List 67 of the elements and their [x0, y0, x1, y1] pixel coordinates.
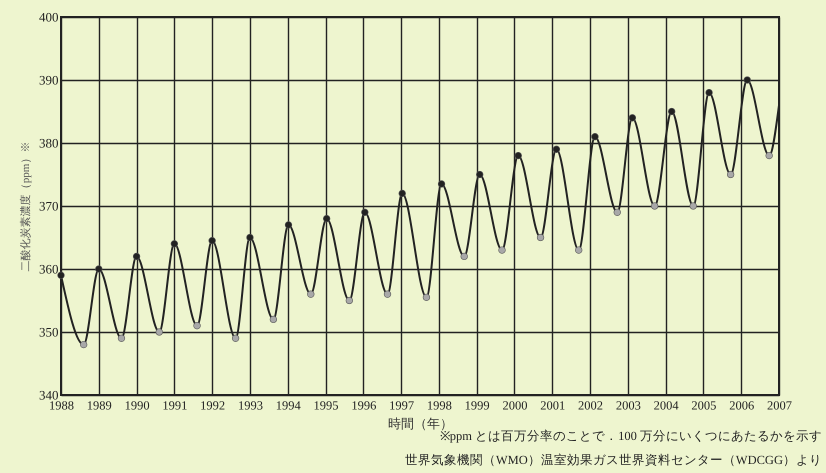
x-tick-label: 1992	[200, 398, 226, 412]
x-tick-label: 2006	[729, 398, 754, 412]
point	[384, 290, 392, 298]
point	[246, 234, 254, 242]
x-tick-label: 1991	[162, 398, 188, 412]
x-tick-label: 2003	[616, 398, 641, 412]
point	[80, 340, 88, 348]
point	[323, 214, 330, 222]
point	[193, 322, 201, 330]
point	[208, 237, 216, 244]
point	[514, 152, 522, 160]
point	[270, 316, 278, 324]
point	[284, 221, 292, 229]
point	[726, 170, 734, 178]
point	[232, 334, 240, 342]
point	[132, 252, 140, 260]
x-tick-label: 2000	[502, 398, 528, 412]
point	[476, 170, 484, 178]
text: ※ppm とは百万分率のことで．100 万分にいくつにあたるかを示す	[440, 429, 822, 445]
x-axis-title: 時間（年）	[388, 416, 453, 431]
x-tick-label: 1996	[351, 398, 376, 412]
point	[422, 294, 430, 301]
point	[170, 240, 178, 248]
x-tick-label: 1995	[314, 398, 339, 412]
point	[705, 88, 713, 96]
y-tick-label: 370	[39, 198, 58, 214]
point	[398, 190, 406, 198]
point	[118, 334, 126, 342]
y-tick-label: 390	[39, 72, 58, 88]
x-tick-label: 1993	[238, 398, 263, 412]
point	[651, 202, 658, 210]
x-tick-label: 2002	[578, 398, 604, 412]
y-tick-label: 360	[39, 262, 58, 276]
y-tick-label: 380	[39, 136, 58, 150]
point	[591, 133, 599, 140]
point	[361, 208, 368, 216]
point	[346, 296, 353, 304]
x-tick-label: 2005	[691, 398, 716, 412]
text: 世界気象機関（WMO）温室効果ガス世界資料センター（WDCGG）より	[404, 452, 822, 469]
point	[628, 114, 636, 122]
x-tick-label: 2004	[654, 398, 680, 412]
y-axis-title: 二酸化炭素濃度（ppm）※	[19, 142, 32, 272]
point	[307, 290, 314, 298]
point	[57, 272, 65, 279]
x-tick-label: 2001	[540, 398, 566, 412]
x-tick-label: 1999	[464, 398, 490, 412]
y-tick-label: 350	[39, 324, 58, 340]
point	[498, 246, 506, 254]
point	[438, 180, 446, 188]
x-tick-label: 1998	[426, 398, 452, 412]
point	[460, 252, 468, 260]
y-tick-label: 400	[39, 10, 58, 24]
x-tick-label: 1994	[276, 398, 302, 412]
point	[690, 202, 697, 210]
x-tick-label: 1997	[389, 398, 414, 412]
x-tick-label: 2007	[767, 398, 792, 412]
point	[668, 108, 676, 116]
x-tick-label: 1990	[124, 398, 150, 412]
point	[766, 152, 773, 160]
x-tick-label: 1989	[86, 398, 112, 412]
point	[536, 234, 544, 242]
point	[744, 76, 751, 84]
point	[95, 265, 102, 273]
point	[614, 208, 621, 216]
point	[156, 328, 163, 336]
point	[552, 146, 560, 153]
point	[575, 246, 582, 254]
